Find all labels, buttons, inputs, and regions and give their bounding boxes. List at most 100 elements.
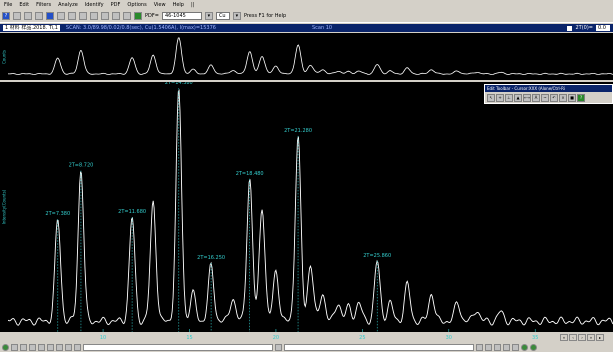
- status-icon-11[interactable]: [494, 343, 501, 351]
- peak-label: 2T=16.250: [197, 255, 225, 261]
- cursor-icon[interactable]: ↖: [487, 94, 495, 102]
- peak-label: 2T=14.380: [165, 82, 193, 86]
- settings-gear-icon[interactable]: [521, 343, 528, 351]
- arrow-icon[interactable]: [90, 11, 98, 20]
- x-tick-label: 15: [186, 335, 192, 341]
- menu-file[interactable]: File: [4, 1, 13, 8]
- status-icon-1[interactable]: [11, 343, 18, 351]
- peak-icon[interactable]: [57, 11, 65, 20]
- pdf-label: PDF=: [145, 12, 159, 19]
- edit-toolbar-window[interactable]: Edit Toolbar - Cursor:XXX (Alone/Ctrl-Ri…: [484, 84, 613, 104]
- plot-navigation: « ‹ › » ▸: [560, 334, 604, 341]
- help-round-icon[interactable]: ?: [577, 94, 585, 102]
- menu-options[interactable]: Options: [127, 1, 147, 8]
- nav-first-icon[interactable]: «: [560, 334, 568, 341]
- xrd-trace: [7, 89, 613, 326]
- theta-zero-label: 2T(0)=: [575, 25, 593, 31]
- fit-icon[interactable]: [79, 11, 87, 20]
- menu-help[interactable]: Help: [172, 1, 184, 8]
- status-icon-4[interactable]: [38, 343, 45, 351]
- menu-pdf[interactable]: PDF: [110, 1, 121, 8]
- scan-mode: Scan 10: [311, 25, 333, 31]
- print-icon[interactable]: [35, 11, 43, 20]
- radiation-chevron-icon[interactable]: ▾: [232, 11, 241, 20]
- open-icon[interactable]: [13, 11, 21, 20]
- nav-prev-icon[interactable]: ‹: [569, 334, 577, 341]
- x-tick-label: 30: [446, 335, 452, 341]
- background-icon[interactable]: [123, 11, 131, 20]
- x-tick-label: 35: [532, 335, 538, 341]
- status-icon-10[interactable]: [485, 343, 492, 351]
- scan-info: SCAN: 3.0/89.98/0.02/0.8(sec), Cu(1.5406…: [65, 25, 216, 31]
- menu-edit[interactable]: Edit: [19, 1, 30, 8]
- run-icon[interactable]: [2, 343, 9, 351]
- undo-icon[interactable]: ↶: [550, 94, 558, 102]
- help-icon[interactable]: ?: [2, 11, 10, 20]
- peak-mark-icon[interactable]: ▲: [514, 94, 522, 102]
- smooth-icon-2[interactable]: ~: [541, 94, 549, 102]
- status-icon-6[interactable]: [56, 343, 63, 351]
- horizontal-scroll-right[interactable]: [284, 343, 474, 351]
- theta-zero-control: 2T(0)= 0.0: [567, 25, 610, 31]
- smooth-icon[interactable]: [112, 11, 120, 20]
- peak-label: 2T=7.380: [45, 211, 70, 217]
- menu-identify[interactable]: Identify: [84, 1, 104, 8]
- nav-next-icon[interactable]: ›: [578, 334, 586, 341]
- scan-info-bar: 1 材料 样品.2018. Ti,1 SCAN: 3.0/89.98/0.02/…: [0, 24, 613, 32]
- status-icon-12[interactable]: [503, 343, 510, 351]
- tools-gear-icon[interactable]: [530, 343, 537, 351]
- menu-filters[interactable]: Filters: [36, 1, 52, 8]
- scroll-divider-icon[interactable]: [275, 343, 282, 351]
- peak-label: 2T=11.680: [118, 209, 146, 215]
- peak-label: 2T=8.720: [69, 163, 94, 169]
- scale-icon[interactable]: [101, 11, 109, 20]
- x-tick-label: 10: [100, 335, 106, 341]
- save-icon[interactable]: [24, 11, 32, 20]
- peak-label: 2T=18.480: [236, 171, 264, 177]
- delete-icon[interactable]: ×: [559, 94, 567, 102]
- status-icon-7[interactable]: [65, 343, 72, 351]
- overview-axis-label: Counts: [0, 33, 8, 80]
- main-toolbar: ? PDF= 46-1045 ▾ Cu ▾ Press F1 for Help: [0, 9, 613, 23]
- main-pattern[interactable]: 2T=7.380 2T=8.720 2T=11.680 2T=14.380 2T=16.…: [7, 80, 613, 341]
- status-icon-5[interactable]: [47, 343, 54, 351]
- scan-file-select[interactable]: 1 材料 样品.2018. Ti,1: [3, 25, 60, 31]
- zoom-icon[interactable]: [68, 11, 76, 20]
- menu-view[interactable]: View: [153, 1, 166, 8]
- menu-extra[interactable]: ||: [190, 1, 195, 8]
- peak-label: 2T=25.860: [363, 253, 391, 259]
- x-tick-label: 20: [273, 335, 279, 341]
- peak-label: 2T=21.280: [284, 128, 312, 134]
- radiation-select[interactable]: Cu: [215, 11, 230, 20]
- x-tick-label: 25: [359, 335, 365, 341]
- help-hint: Press F1 for Help: [243, 12, 287, 19]
- marker-icon[interactable]: ⊥: [505, 94, 513, 102]
- fill-icon[interactable]: ■: [568, 94, 576, 102]
- theta-zero-checkbox[interactable]: [567, 25, 573, 31]
- range-icon[interactable]: ⟷: [523, 94, 531, 102]
- status-icon-9[interactable]: [476, 343, 483, 351]
- edit-toolbar-title: Edit Toolbar - Cursor:XXX (Alone/Ctrl-Ri: [485, 85, 612, 92]
- zoom-in-icon[interactable]: +: [496, 94, 504, 102]
- overview-trace: [7, 37, 613, 76]
- pdf-number-field[interactable]: 46-1045: [161, 11, 202, 20]
- label-icon[interactable]: A: [532, 94, 540, 102]
- horizontal-scroll-left[interactable]: [83, 343, 273, 351]
- status-icon-13[interactable]: [512, 343, 519, 351]
- nav-last-icon[interactable]: »: [587, 334, 595, 341]
- display-icon[interactable]: [46, 11, 54, 20]
- overview-pattern[interactable]: [7, 33, 613, 80]
- status-icon-2[interactable]: [20, 343, 27, 351]
- main-plot: 2T=7.380 2T=8.720 2T=11.680 2T=14.380 2T=16.…: [7, 80, 613, 341]
- nav-extra-icon[interactable]: ▸: [596, 334, 604, 341]
- menu-analyze[interactable]: Analyze: [58, 1, 78, 8]
- overview-plot: [7, 37, 613, 76]
- theta-zero-field[interactable]: 0.0: [596, 25, 610, 31]
- status-bar: [0, 342, 613, 352]
- intensity-axis-label: Intensity(Counts): [0, 82, 8, 332]
- dropdown-chevron-icon[interactable]: ▾: [204, 11, 213, 20]
- search-icon[interactable]: [134, 11, 142, 20]
- menu-bar: File Edit Filters Analyze Identify PDF O…: [0, 0, 613, 9]
- status-icon-3[interactable]: [29, 343, 36, 351]
- status-icon-8[interactable]: [74, 343, 81, 351]
